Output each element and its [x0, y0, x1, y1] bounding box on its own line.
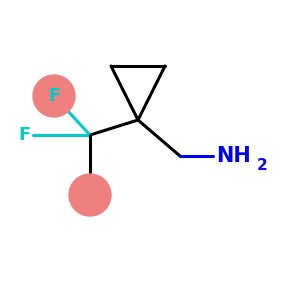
Circle shape — [69, 174, 111, 216]
Text: F: F — [48, 87, 60, 105]
Text: NH: NH — [216, 146, 251, 166]
Text: F: F — [18, 126, 30, 144]
Circle shape — [33, 75, 75, 117]
Text: 2: 2 — [256, 158, 267, 172]
